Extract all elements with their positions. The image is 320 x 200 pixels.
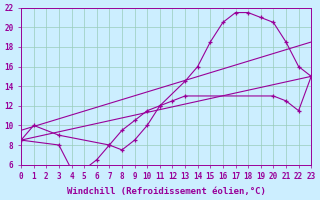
X-axis label: Windchill (Refroidissement éolien,°C): Windchill (Refroidissement éolien,°C) bbox=[67, 187, 266, 196]
